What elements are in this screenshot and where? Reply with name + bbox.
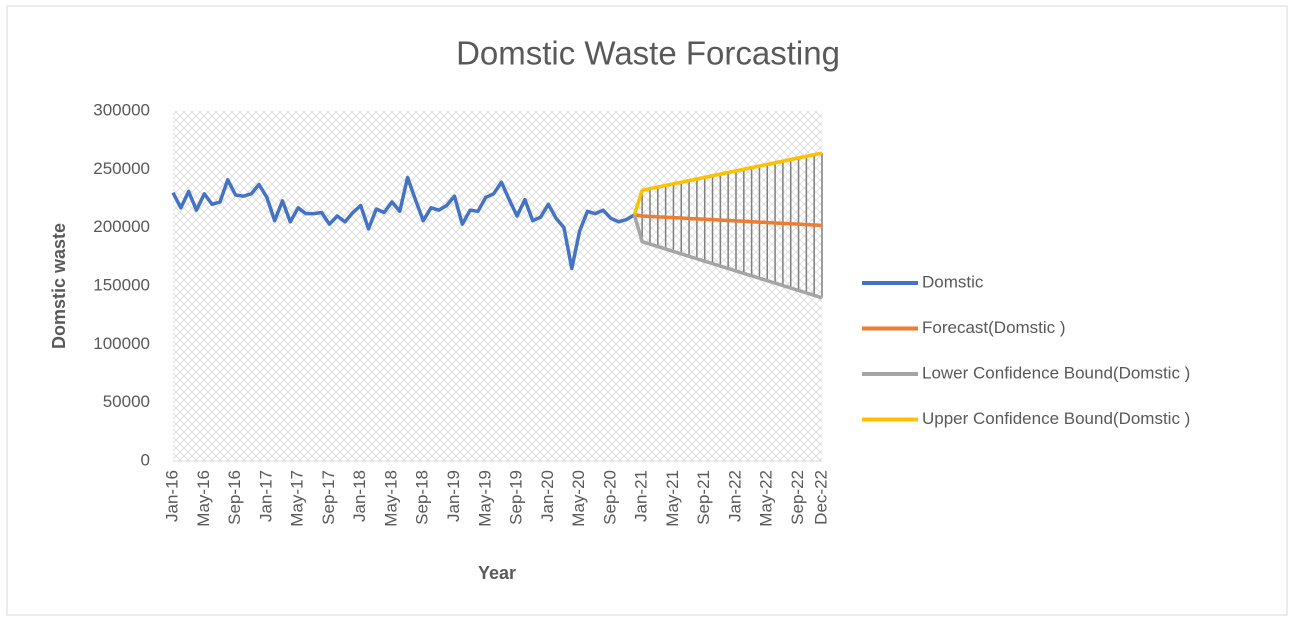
y-tick-label: 200000 — [93, 217, 150, 236]
x-tick-label: Sep-21 — [694, 470, 713, 525]
x-tick-label: May-19 — [475, 470, 494, 527]
y-tick-label: 100000 — [93, 334, 150, 353]
x-axis-title: Year — [478, 563, 516, 583]
y-tick-label: 300000 — [93, 100, 150, 119]
legend-label: Domstic — [922, 272, 984, 291]
x-tick-label: Jan-19 — [444, 470, 463, 522]
x-tick-label: May-17 — [288, 470, 307, 527]
x-tick-label: May-21 — [663, 470, 682, 527]
x-tick-label: Jan-16 — [162, 470, 181, 522]
y-tick-label: 150000 — [93, 275, 150, 294]
x-tick-label: Dec-22 — [811, 470, 830, 525]
x-tick-label: Jan-21 — [632, 470, 651, 522]
x-tick-label: Sep-17 — [319, 470, 338, 525]
y-tick-label: 50000 — [103, 392, 150, 411]
x-tick-label: Sep-18 — [413, 470, 432, 525]
x-tick-label: Sep-22 — [788, 470, 807, 525]
chart-title: Domstic Waste Forcasting — [456, 35, 840, 72]
x-tick-label: May-18 — [381, 470, 400, 527]
x-tick-label: May-22 — [757, 470, 776, 527]
series-line — [634, 213, 823, 228]
x-tick-label: May-20 — [569, 470, 588, 527]
y-axis-title: Domstic waste — [49, 223, 69, 349]
y-tick-label: 0 — [141, 450, 150, 469]
x-tick-label: Sep-20 — [600, 470, 619, 525]
chart-border — [6, 5, 1288, 616]
series-line — [632, 151, 823, 216]
legend-label: Upper Confidence Bound(Domstic ) — [922, 409, 1190, 428]
legend-label: Forecast(Domstic ) — [922, 318, 1066, 337]
x-tick-label: May-16 — [194, 470, 213, 527]
plot-area — [173, 111, 822, 461]
x-tick-label: Sep-19 — [507, 470, 526, 525]
y-tick-label: 250000 — [93, 159, 150, 178]
x-tick-label: Jan-20 — [538, 470, 557, 522]
x-tick-label: Jan-22 — [725, 470, 744, 522]
x-tick-label: Jan-18 — [350, 470, 369, 522]
series-line — [171, 175, 636, 271]
x-tick-label: Jan-17 — [256, 470, 275, 522]
series-line — [632, 214, 823, 300]
legend-label: Lower Confidence Bound(Domstic ) — [922, 363, 1190, 382]
x-tick-label: Sep-16 — [225, 470, 244, 525]
